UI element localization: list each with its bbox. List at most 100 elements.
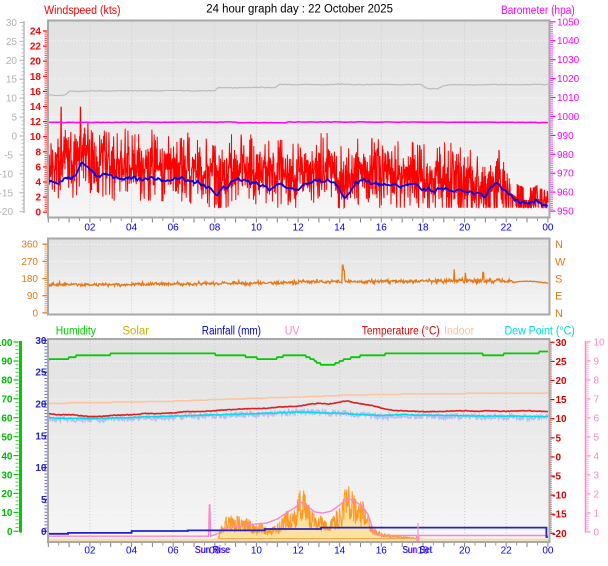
svg-text:16: 16 [30, 87, 42, 98]
svg-text:00: 00 [542, 546, 554, 557]
svg-text:18: 18 [30, 72, 42, 83]
svg-text:3: 3 [594, 470, 600, 481]
svg-text:1020: 1020 [557, 74, 580, 85]
svg-text:9: 9 [594, 356, 600, 367]
svg-text:24 hour graph day : 22 October: 24 hour graph day : 22 October 2025 [206, 4, 393, 16]
svg-text:0: 0 [7, 527, 13, 538]
svg-text:6: 6 [594, 413, 600, 424]
svg-text:Windspeed (kts): Windspeed (kts) [44, 5, 121, 17]
svg-text:1000: 1000 [557, 112, 580, 123]
svg-text:Sun Rise: Sun Rise [196, 545, 232, 556]
svg-text:950: 950 [557, 207, 574, 218]
svg-text:04: 04 [126, 223, 138, 234]
svg-text:1040: 1040 [557, 36, 580, 47]
svg-text:60: 60 [1, 414, 13, 425]
svg-text:960: 960 [557, 188, 574, 199]
svg-text:15: 15 [556, 395, 568, 406]
svg-text:6: 6 [35, 162, 41, 173]
svg-text:7: 7 [594, 394, 600, 405]
svg-text:Solar: Solar [122, 326, 149, 338]
svg-text:-10: -10 [0, 169, 13, 180]
svg-text:20: 20 [459, 223, 471, 234]
svg-text:16: 16 [376, 223, 388, 234]
svg-text:Temperature (°C): Temperature (°C) [362, 326, 440, 338]
svg-text:20: 20 [459, 546, 471, 557]
svg-text:E: E [555, 291, 562, 303]
svg-text:40: 40 [1, 451, 13, 462]
svg-text:270: 270 [21, 257, 38, 268]
svg-text:10: 10 [251, 223, 263, 234]
svg-text:0: 0 [556, 452, 562, 463]
svg-text:08: 08 [209, 223, 221, 234]
svg-text:5: 5 [11, 113, 17, 124]
svg-text:24: 24 [30, 27, 42, 38]
svg-text:-10: -10 [552, 491, 567, 502]
svg-text:25: 25 [6, 37, 18, 48]
svg-text:25: 25 [35, 368, 47, 379]
svg-text:22: 22 [30, 42, 42, 53]
svg-text:02: 02 [84, 223, 96, 234]
svg-text:18: 18 [417, 546, 429, 557]
svg-text:0: 0 [41, 527, 47, 538]
svg-text:Indoor: Indoor [444, 326, 474, 338]
svg-text:970: 970 [557, 169, 574, 180]
svg-text:15: 15 [6, 75, 18, 86]
svg-text:5: 5 [594, 432, 600, 443]
svg-text:Dew Point (°C): Dew Point (°C) [505, 326, 575, 338]
svg-text:20: 20 [30, 57, 42, 68]
svg-text:90: 90 [27, 291, 39, 302]
svg-text:20: 20 [556, 376, 568, 387]
svg-text:50: 50 [1, 432, 13, 443]
svg-text:980: 980 [557, 150, 574, 161]
svg-text:Barometer (hpa): Barometer (hpa) [501, 5, 575, 17]
svg-text:8: 8 [594, 375, 600, 386]
svg-text:22: 22 [501, 546, 513, 557]
svg-text:N: N [555, 239, 563, 251]
svg-text:20: 20 [1, 489, 13, 500]
svg-text:Sun Rise: Sun Rise [195, 545, 231, 556]
svg-text:10: 10 [1, 508, 13, 519]
svg-text:4: 4 [594, 451, 600, 462]
svg-text:0: 0 [594, 527, 600, 538]
svg-text:1: 1 [594, 508, 600, 519]
svg-text:08: 08 [209, 546, 221, 557]
svg-text:12: 12 [293, 546, 305, 557]
svg-text:0: 0 [11, 132, 17, 143]
svg-text:14: 14 [30, 102, 42, 113]
svg-text:4: 4 [35, 178, 41, 189]
svg-text:360: 360 [21, 240, 38, 251]
svg-text:10: 10 [6, 94, 18, 105]
svg-text:70: 70 [1, 395, 13, 406]
svg-text:180: 180 [21, 274, 38, 285]
svg-text:06: 06 [168, 546, 180, 557]
svg-text:10: 10 [251, 546, 263, 557]
svg-text:UV: UV [285, 326, 300, 338]
svg-text:16: 16 [376, 546, 388, 557]
svg-text:990: 990 [557, 131, 574, 142]
svg-text:-15: -15 [0, 188, 13, 199]
svg-text:22: 22 [501, 223, 513, 234]
svg-text:12: 12 [30, 117, 42, 128]
svg-text:14: 14 [334, 223, 346, 234]
svg-text:00: 00 [542, 223, 554, 234]
svg-text:90: 90 [1, 357, 13, 368]
svg-text:-20: -20 [0, 207, 13, 218]
svg-text:10: 10 [594, 337, 606, 348]
svg-text:Sun Set: Sun Set [402, 545, 432, 556]
svg-text:-5: -5 [552, 472, 561, 483]
svg-text:02: 02 [84, 546, 96, 557]
svg-text:04: 04 [126, 546, 138, 557]
svg-text:10: 10 [556, 414, 568, 425]
svg-text:1050: 1050 [557, 17, 580, 28]
svg-text:-5: -5 [4, 150, 13, 161]
svg-text:12: 12 [293, 223, 305, 234]
svg-text:0: 0 [35, 208, 41, 219]
svg-text:5: 5 [41, 495, 47, 506]
svg-text:S: S [555, 274, 562, 286]
svg-text:1010: 1010 [557, 93, 580, 104]
svg-text:-15: -15 [552, 510, 567, 521]
svg-text:18: 18 [417, 223, 429, 234]
svg-text:30: 30 [556, 338, 568, 349]
svg-text:Rainfall (mm): Rainfall (mm) [202, 326, 261, 338]
svg-text:8: 8 [35, 147, 41, 158]
